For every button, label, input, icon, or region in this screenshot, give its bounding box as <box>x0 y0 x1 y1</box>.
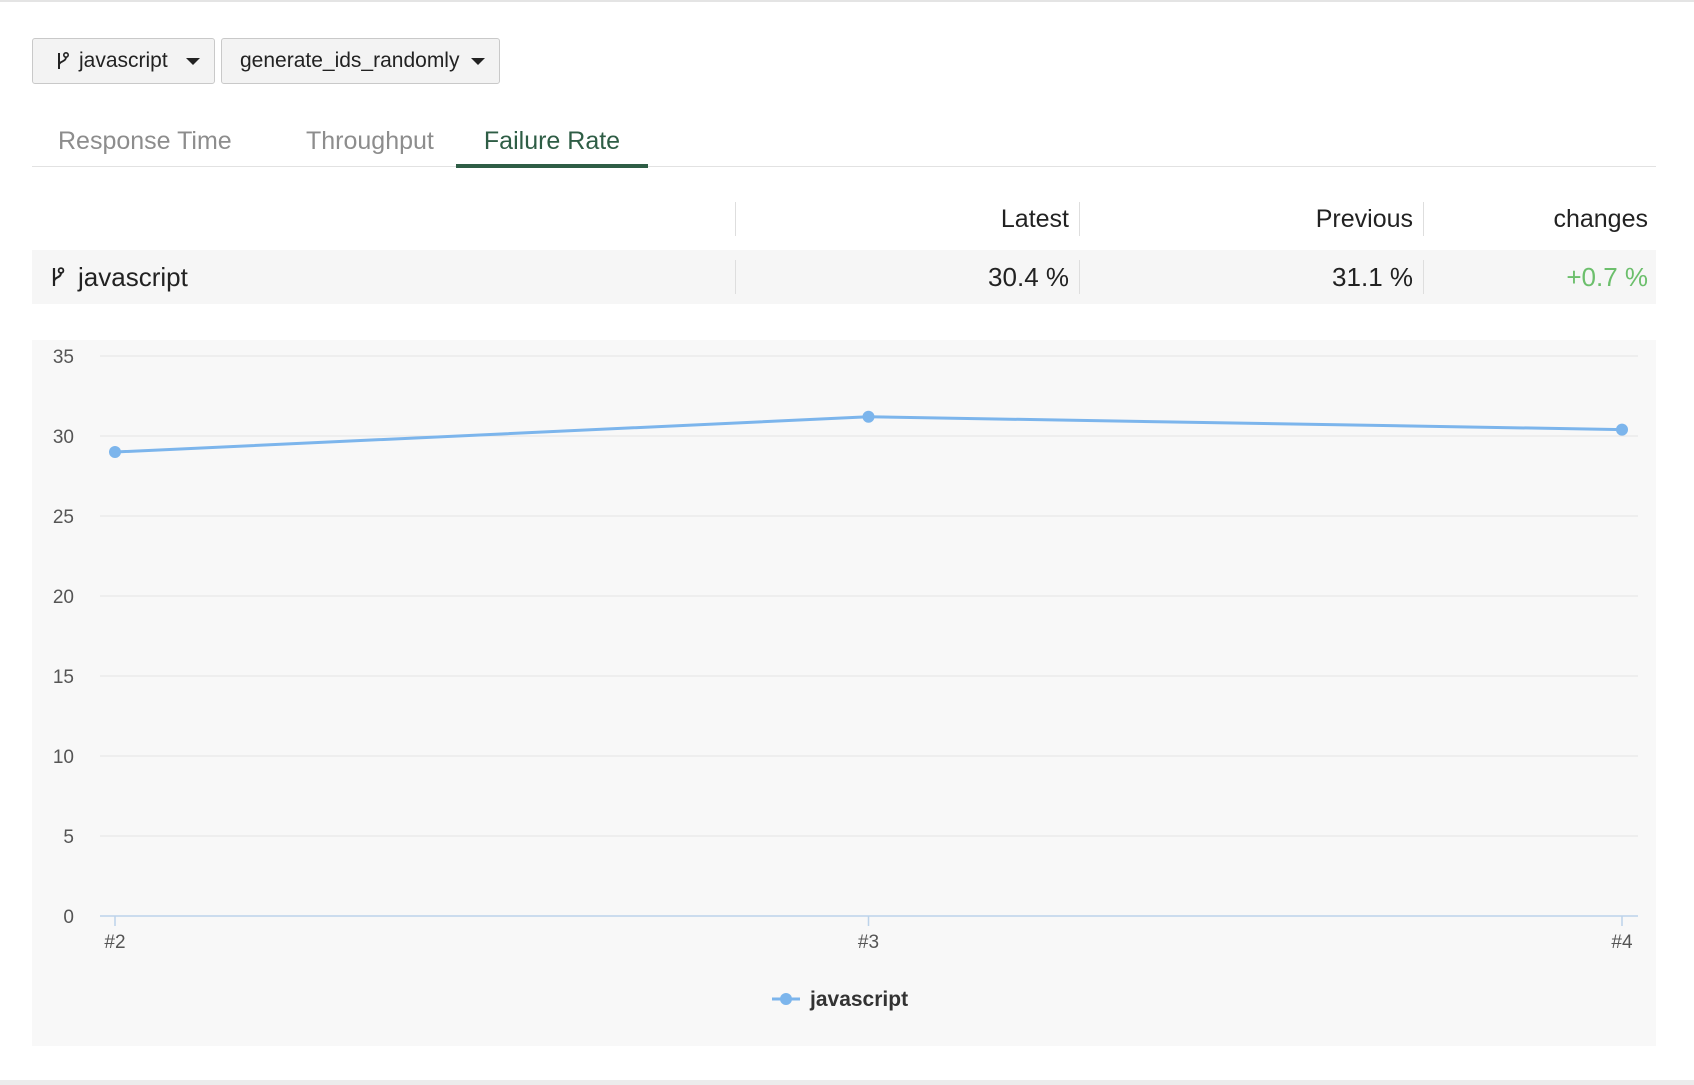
row-latest: 30.4 % <box>988 261 1069 292</box>
y-tick-label: 5 <box>63 827 74 848</box>
test-dropdown-value: generate_ids_randomly <box>240 49 460 72</box>
metric-tabs: Response Time Throughput Failure Rate <box>32 118 1656 168</box>
legend-label[interactable]: javascript <box>809 988 908 1011</box>
y-tick-label: 20 <box>53 587 74 608</box>
table-row: javascript 30.4 % 31.1 % +0.7 % <box>32 250 1656 304</box>
column-divider <box>735 260 736 294</box>
branch-dropdown[interactable]: javascript <box>32 38 215 84</box>
y-tick-label: 0 <box>63 907 74 928</box>
tab-failure-rate[interactable]: Failure Rate <box>456 118 648 168</box>
y-tick-label: 25 <box>53 507 74 528</box>
row-name: javascript <box>78 261 188 292</box>
bottom-border <box>0 1080 1694 1085</box>
caret-down-icon <box>471 58 485 65</box>
row-name-cell: javascript <box>32 250 735 304</box>
y-tick-label: 35 <box>53 347 74 368</box>
data-point <box>109 446 121 458</box>
header-name <box>32 202 735 236</box>
git-branch-icon <box>52 267 65 286</box>
data-point <box>1616 423 1628 436</box>
header-previous: Previous <box>1079 202 1423 236</box>
legend-marker-icon <box>780 993 792 1005</box>
column-divider <box>1079 260 1080 294</box>
column-divider <box>1423 260 1424 294</box>
x-tick-label: #2 <box>104 932 125 953</box>
top-border <box>0 0 1694 2</box>
y-tick-label: 30 <box>53 427 74 448</box>
y-tick-label: 10 <box>53 747 74 768</box>
tab-throughput[interactable]: Throughput <box>306 127 434 155</box>
tab-response-time[interactable]: Response Time <box>58 127 232 155</box>
stats-table-header: Latest Previous changes <box>32 198 1656 240</box>
row-previous: 31.1 % <box>1332 261 1413 292</box>
header-latest: Latest <box>735 202 1079 236</box>
data-point <box>862 410 875 423</box>
test-dropdown[interactable]: generate_ids_randomly <box>221 38 500 84</box>
caret-down-icon <box>186 58 200 65</box>
failure-rate-chart: 0 5 10 15 20 25 30 35 #2 #3 #4 javascript <box>32 340 1656 1046</box>
git-branch-icon <box>58 51 70 69</box>
x-tick-label: #4 <box>1611 932 1633 953</box>
line-chart-svg: 0 5 10 15 20 25 30 35 #2 #3 #4 javascript <box>53 347 1638 1011</box>
header-changes: changes <box>1423 202 1656 236</box>
y-tick-label: 15 <box>53 667 74 688</box>
x-tick-label: #3 <box>858 932 879 953</box>
row-changes: +0.7 % <box>1566 261 1648 292</box>
branch-dropdown-value: javascript <box>79 49 168 72</box>
